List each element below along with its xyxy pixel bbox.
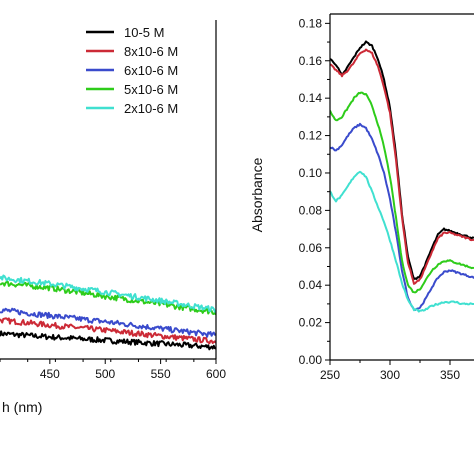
y-tick-label: 0.06 bbox=[299, 241, 323, 255]
y-tick-label: 0.14 bbox=[299, 91, 323, 105]
series-line-2 bbox=[0, 317, 216, 345]
left-axes: 450 500 550 600 bbox=[0, 20, 226, 381]
y-tick-label: 0.08 bbox=[299, 203, 323, 217]
y-tick-label: 0.04 bbox=[299, 278, 323, 292]
y-tick-label: 0.18 bbox=[299, 16, 323, 30]
right-axes: 250 300 350 0.00 0.02 0.04 0.06 0.08 0.10 0.12 0.1… bbox=[299, 13, 474, 382]
y-tick-label: 0.00 bbox=[299, 353, 323, 367]
legend-label: 6x10-6 M bbox=[124, 63, 178, 78]
y-tick-label: 0.10 bbox=[299, 166, 323, 180]
x-tick-label: 550 bbox=[151, 367, 171, 381]
series-line-2 bbox=[330, 48, 474, 285]
x-tick-label: 300 bbox=[380, 368, 400, 382]
series-line-4 bbox=[330, 91, 474, 294]
series-line-5 bbox=[330, 170, 474, 313]
x-tick-label: 250 bbox=[320, 368, 340, 382]
series-line-3 bbox=[0, 307, 216, 338]
series-line-1 bbox=[0, 330, 216, 351]
left-chart: 450 500 550 600 h (nm) bbox=[0, 20, 226, 415]
legend-label: 10-5 M bbox=[124, 25, 164, 40]
right-y-axis-label: Absorbance bbox=[249, 157, 265, 232]
left-series-group bbox=[0, 274, 216, 351]
legend: 10-5 M 8x10-6 M 6x10-6 M 5x10-6 M 2x10-6 M bbox=[86, 25, 178, 116]
legend-label: 2x10-6 M bbox=[124, 101, 178, 116]
y-tick-label: 0.16 bbox=[299, 54, 323, 68]
right-series-group bbox=[330, 40, 474, 313]
x-tick-label: 500 bbox=[95, 367, 115, 381]
legend-label: 5x10-6 M bbox=[124, 82, 178, 97]
x-tick-label: 350 bbox=[440, 368, 460, 382]
series-line-3 bbox=[330, 122, 474, 311]
x-tick-label: 600 bbox=[206, 367, 226, 381]
series-line-1 bbox=[330, 40, 474, 280]
left-x-axis-label: h (nm) bbox=[2, 399, 42, 415]
x-tick-label: 450 bbox=[40, 367, 60, 381]
series-line-4 bbox=[0, 280, 216, 316]
y-tick-label: 0.02 bbox=[299, 316, 323, 330]
legend-label: 8x10-6 M bbox=[124, 44, 178, 59]
y-tick-label: 0.12 bbox=[299, 129, 323, 143]
series-line-5 bbox=[0, 274, 216, 313]
right-chart: 250 300 350 0.00 0.02 0.04 0.06 0.08 0.10 0.12 0.1… bbox=[249, 13, 474, 382]
